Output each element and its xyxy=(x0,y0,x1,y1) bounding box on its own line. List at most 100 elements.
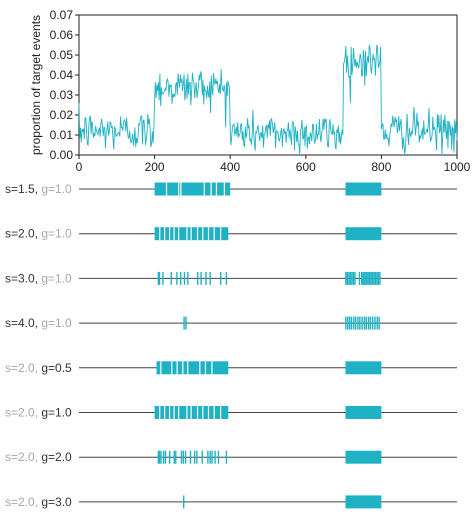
event-tick xyxy=(374,316,376,330)
row-label-part: g=1.0 xyxy=(41,227,72,241)
event-tick xyxy=(374,271,377,285)
raster-row: s=1.5, g=1.0 xyxy=(5,182,457,196)
event-tick xyxy=(220,271,222,285)
row-label: s=4.0, g=1.0 xyxy=(5,316,72,330)
event-tick xyxy=(351,271,353,285)
event-tick xyxy=(368,271,371,285)
burst-gap xyxy=(213,406,215,419)
event-tick xyxy=(214,450,216,464)
burst-gap xyxy=(182,361,184,375)
event-tick xyxy=(193,450,196,464)
event-tick xyxy=(189,450,192,464)
burst-gap xyxy=(173,406,175,419)
event-tick xyxy=(367,271,369,285)
event-tick xyxy=(365,271,367,285)
event-tick xyxy=(377,271,380,285)
event-tick xyxy=(349,271,352,285)
x-tick-label: 400 xyxy=(220,160,240,174)
burst-gap xyxy=(211,361,213,375)
burst-gap xyxy=(178,406,180,419)
event-tick xyxy=(183,495,185,509)
burst-gap xyxy=(164,227,166,241)
row-label: s=2.0, g=1.0 xyxy=(5,406,72,420)
event-tick xyxy=(187,271,189,285)
event-tick xyxy=(162,450,165,464)
burst-gap xyxy=(165,182,168,196)
event-tick xyxy=(371,271,374,285)
x-tick-label: 1000 xyxy=(444,160,471,174)
row-label-part: g=1.0 xyxy=(41,182,72,196)
event-tick xyxy=(182,450,185,464)
y-tick-label: 0.00 xyxy=(50,148,74,162)
burst-gap xyxy=(190,406,192,419)
event-tick xyxy=(183,316,185,330)
row-label: s=3.0, g=1.0 xyxy=(5,271,72,285)
raster-row: s=3.0, g=1.0 xyxy=(5,271,457,285)
event-tick xyxy=(157,450,160,464)
row-label-part: g=0.5 xyxy=(41,361,72,375)
y-tick-label: 0.03 xyxy=(50,88,74,102)
event-raster-chart: s=1.5, g=1.0s=2.0, g=1.0s=3.0, g=1.0s=4.… xyxy=(5,182,457,509)
event-tick xyxy=(373,271,375,285)
row-label-part: g=2.0 xyxy=(41,450,72,464)
burst-gap xyxy=(168,406,171,419)
event-tick xyxy=(365,316,367,330)
burst-gap xyxy=(202,406,204,419)
plot-frame xyxy=(78,14,458,156)
burst-gap xyxy=(207,227,210,241)
row-label-part: s=4.0, xyxy=(5,316,41,330)
y-tick-label: 0.04 xyxy=(50,68,74,82)
event-tick xyxy=(361,316,363,330)
event-tick xyxy=(361,271,363,285)
row-label-part: s=2.0, xyxy=(5,406,41,420)
event-tick xyxy=(370,271,372,285)
event-tick xyxy=(225,450,228,464)
event-tick xyxy=(209,450,211,464)
raster-row: s=2.0, g=1.0 xyxy=(5,227,457,241)
y-tick-label: 0.07 xyxy=(50,8,74,22)
event-tick xyxy=(367,316,370,330)
event-burst xyxy=(156,361,229,375)
event-tick xyxy=(157,271,160,285)
burst-gap xyxy=(159,227,161,241)
burst-gap xyxy=(190,227,192,241)
event-tick xyxy=(354,316,357,330)
event-tick xyxy=(362,271,364,285)
burst-gap xyxy=(199,361,201,375)
event-burst xyxy=(345,406,382,419)
burst-gap xyxy=(186,227,188,241)
event-tick xyxy=(175,450,177,464)
row-label-part: s=2.0, xyxy=(5,495,41,509)
row-label-part: s=1.5, xyxy=(5,182,41,196)
event-tick xyxy=(357,316,359,330)
event-tick xyxy=(353,316,355,330)
burst-gap xyxy=(223,182,225,196)
event-tick xyxy=(196,271,199,285)
event-burst xyxy=(345,450,382,464)
burst-gap xyxy=(202,227,204,241)
row-label-part: g=1.0 xyxy=(41,316,72,330)
burst-gap xyxy=(207,406,210,419)
row-label-part: s=2.0, xyxy=(5,450,41,464)
burst-gap xyxy=(178,182,180,196)
event-tick xyxy=(376,271,378,285)
event-tick xyxy=(209,271,211,285)
event-tick xyxy=(201,450,203,464)
event-tick xyxy=(348,271,350,285)
event-tick xyxy=(352,271,355,285)
event-tick xyxy=(183,271,186,285)
event-tick xyxy=(196,450,198,464)
event-tick xyxy=(205,271,207,285)
row-label: s=2.0, g=2.0 xyxy=(5,450,72,464)
event-tick xyxy=(170,271,172,285)
event-tick xyxy=(348,316,351,330)
event-tick xyxy=(364,271,366,285)
event-tick xyxy=(184,450,187,464)
row-label: s=1.5, g=1.0 xyxy=(5,182,72,196)
y-tick-label: 0.01 xyxy=(50,128,74,142)
event-tick xyxy=(350,316,353,330)
row-label-part: g=3.0 xyxy=(41,495,72,509)
burst-gap xyxy=(173,227,175,241)
row-label: s=2.0, g=0.5 xyxy=(5,361,72,375)
